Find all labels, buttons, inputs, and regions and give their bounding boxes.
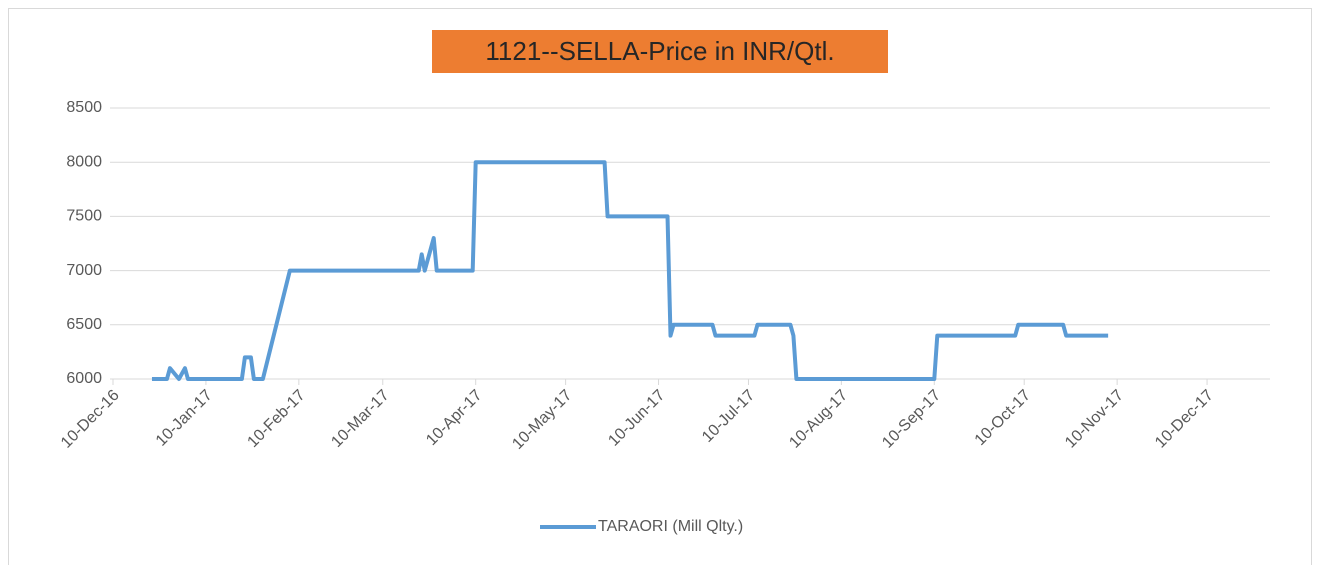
title-background (432, 30, 888, 73)
y-tick-label: 6500 (66, 316, 102, 333)
chart-border (8, 8, 1312, 569)
chart-title: 1121--SELLA-Price in INR/Qtl. (485, 36, 834, 66)
y-tick-label: 6000 (66, 370, 102, 387)
legend-label: TARAORI (Mill Qlty.) (598, 518, 743, 535)
y-tick-label: 8500 (66, 99, 102, 116)
line-series (151, 160, 1109, 381)
y-tick-label: 7500 (66, 208, 102, 225)
y-tick-label: 8000 (66, 153, 102, 170)
y-tick-label: 7000 (66, 262, 102, 279)
